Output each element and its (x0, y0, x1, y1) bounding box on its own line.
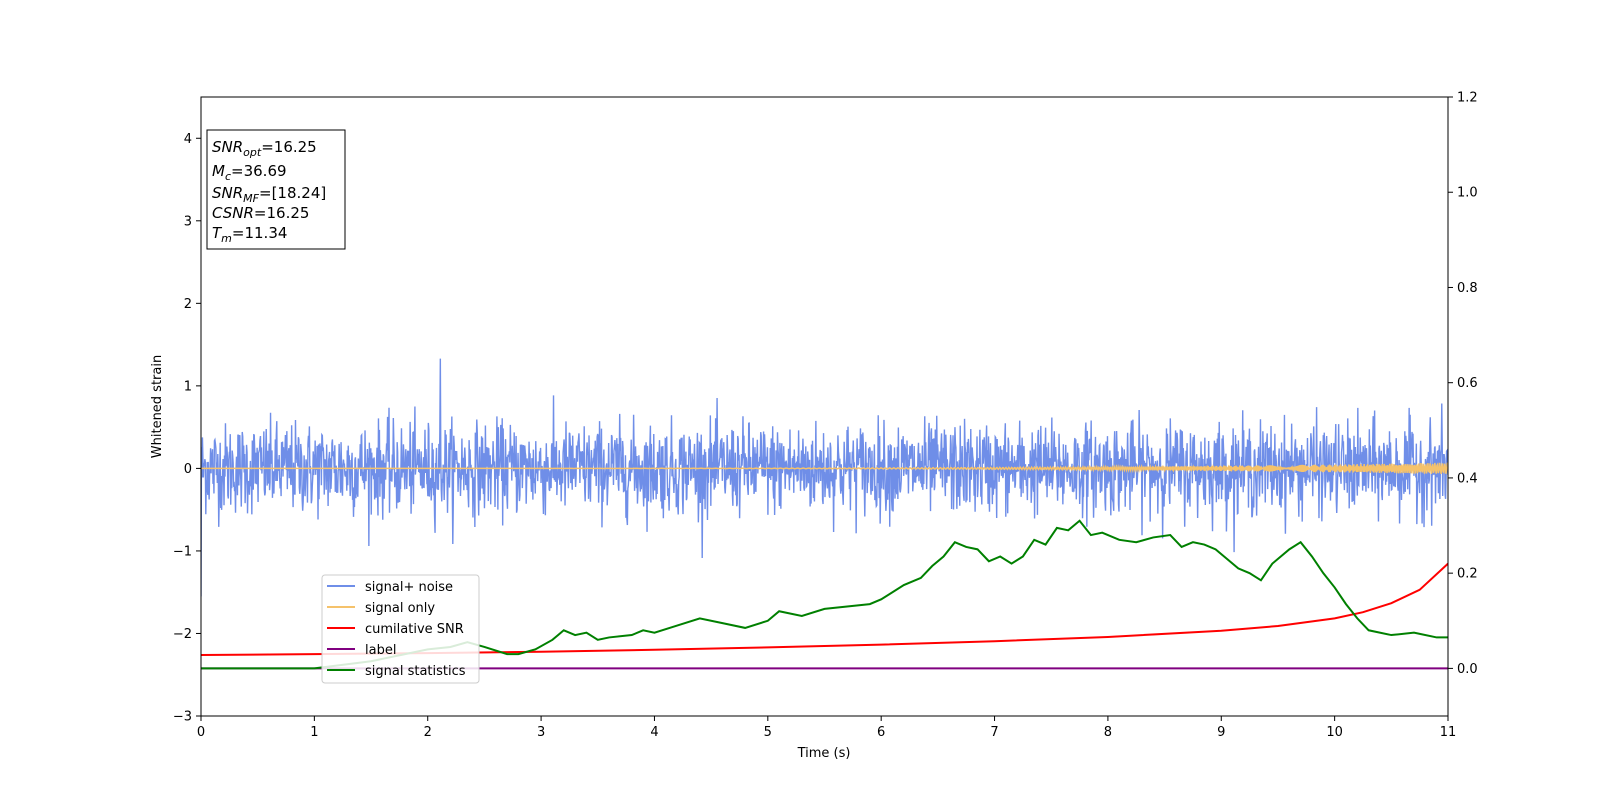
y-right-tick-label: 1.0 (1457, 186, 1478, 201)
y-right-tick-label: 0.0 (1457, 662, 1478, 677)
x-tick-label: 1 (310, 725, 318, 740)
x-tick-label: 7 (990, 725, 998, 740)
y-left-tick-label: −2 (173, 627, 192, 642)
legend-label: signal+ noise (365, 580, 453, 595)
signal-noise-line (201, 358, 1448, 597)
y-left-tick-label: 4 (184, 132, 192, 147)
y-left-tick-label: 1 (184, 379, 192, 394)
y-left-tick-label: −1 (173, 544, 192, 559)
y-left-tick-label: 2 (184, 297, 192, 312)
x-tick-label: 6 (877, 725, 885, 740)
legend: signal+ noise signal only cumilative SNR la… (321, 574, 480, 684)
legend-label: label (365, 643, 396, 658)
y-left-tick-label: 3 (184, 214, 192, 229)
signal-only-line (201, 462, 1448, 475)
x-tick-label: 4 (650, 725, 658, 740)
y-right-tick-label: 0.6 (1457, 376, 1478, 391)
y-left-tick-label: −3 (173, 710, 192, 725)
x-tick-label: 10 (1326, 725, 1343, 740)
y-right-tick-label: 0.4 (1457, 471, 1478, 486)
info-line: SNRopt=16.25 (212, 138, 317, 159)
y-right-tick-label: 0.8 (1457, 281, 1478, 296)
x-tick-label: 5 (764, 725, 772, 740)
y-right-tick-label: 1.2 (1457, 91, 1478, 106)
info-line: SNRMF=[18.24] (212, 184, 326, 205)
x-tick-label: 8 (1104, 725, 1112, 740)
y-left-tick-label: 0 (184, 462, 192, 477)
signal-statistics-line (201, 519, 1448, 670)
cumulative-snr-line (201, 562, 1448, 657)
legend-label: signal only (365, 601, 435, 616)
legend-label: cumilative SNR (365, 622, 464, 637)
info-line: CSNR=16.25 (212, 204, 309, 222)
y-axis-right-ticks: 0.0 0.2 0.4 0.6 0.8 1.0 1.2 (1448, 91, 1478, 677)
plot-frame (200, 96, 1449, 717)
info-line: Tm=11.34 (212, 224, 287, 245)
legend-label: signal statistics (365, 664, 466, 679)
x-tick-label: 9 (1217, 725, 1225, 740)
info-line: Mc=36.69 (212, 162, 287, 183)
x-tick-label: 3 (537, 725, 545, 740)
y-axis-left-ticks: −3 −2 −1 0 1 2 3 4 (173, 132, 201, 725)
info-box: SNRopt=16.25 Mc=36.69SNRMF=[18.24]CSNR=16… (206, 129, 346, 250)
x-tick-label: 11 (1440, 725, 1457, 740)
x-tick-label: 2 (424, 725, 432, 740)
x-axis-label: Time (s) (797, 746, 851, 761)
x-axis-ticks: 0 1 2 3 4 5 6 7 8 9 10 11 (197, 716, 1456, 740)
y-right-tick-label: 0.2 (1457, 567, 1478, 582)
y-axis-label: Whitened strain (150, 355, 165, 458)
x-tick-label: 0 (197, 725, 205, 740)
